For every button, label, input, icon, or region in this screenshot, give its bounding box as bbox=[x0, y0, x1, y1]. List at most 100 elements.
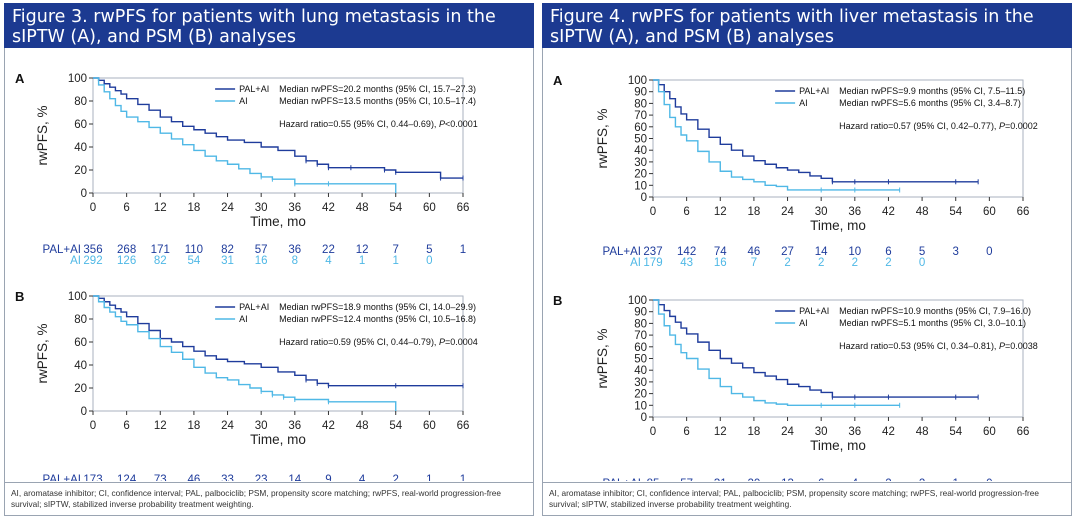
figure-3-title: Figure 3. rwPFS for patients with lung m… bbox=[4, 3, 534, 48]
at-risk-count: 31 bbox=[221, 255, 234, 267]
panel-label: A bbox=[553, 73, 563, 88]
figure-4-panel: Figure 4. rwPFS for patients with liver … bbox=[542, 3, 1072, 516]
x-axis-title: Time, mo bbox=[250, 214, 306, 229]
y-tick-label: 40 bbox=[74, 142, 87, 154]
y-tick-label: 20 bbox=[74, 165, 87, 177]
y-tick-label: 60 bbox=[634, 342, 647, 354]
x-tick-label: 42 bbox=[322, 202, 335, 214]
figure-4-title: Figure 4. rwPFS for patients with liver … bbox=[542, 3, 1072, 48]
hazard-ratio-text: Hazard ratio=0.59 (95% CI, 0.44–0.79), P… bbox=[279, 337, 478, 347]
x-tick-label: 66 bbox=[1017, 426, 1030, 438]
x-tick-label: 42 bbox=[882, 426, 895, 438]
at-risk-count: 22 bbox=[322, 244, 335, 256]
y-tick-label: 60 bbox=[634, 122, 647, 134]
x-tick-label: 12 bbox=[714, 426, 727, 438]
x-tick-label: 54 bbox=[389, 202, 402, 214]
x-tick-label: 36 bbox=[288, 420, 301, 432]
at-risk-count: 57 bbox=[680, 478, 693, 481]
at-risk-count: 179 bbox=[643, 257, 662, 269]
km-curve-ai bbox=[653, 299, 900, 406]
y-tick-label: 70 bbox=[634, 330, 647, 342]
legend-median-text: Median rwPFS=10.9 months (95% CI, 7.9–16… bbox=[839, 306, 1031, 316]
legend-median-text: Median rwPFS=18.9 months (95% CI, 14.0–2… bbox=[279, 302, 476, 312]
y-axis-title: rwPFS, % bbox=[595, 328, 610, 388]
at-risk-count: 0 bbox=[986, 478, 992, 481]
x-tick-label: 18 bbox=[748, 206, 761, 218]
at-risk-count: 2 bbox=[885, 257, 891, 269]
at-risk-count: 6 bbox=[818, 478, 824, 481]
y-tick-label: 40 bbox=[634, 365, 647, 377]
plot-frame bbox=[92, 295, 464, 412]
at-risk-count: 73 bbox=[154, 474, 167, 481]
at-risk-count: 36 bbox=[288, 244, 301, 256]
x-tick-label: 60 bbox=[423, 202, 436, 214]
at-risk-count: 33 bbox=[221, 474, 234, 481]
panel-label: B bbox=[553, 293, 562, 308]
at-risk-count: 5 bbox=[919, 246, 925, 258]
at-risk-count: 7 bbox=[393, 244, 399, 256]
hazard-ratio-text: Hazard ratio=0.55 (95% CI, 0.44–0.69), P… bbox=[279, 119, 478, 129]
at-risk-count: 31 bbox=[714, 478, 727, 481]
legend-series-name: AI bbox=[239, 96, 248, 106]
x-tick-label: 54 bbox=[389, 420, 402, 432]
at-risk-count: 2 bbox=[885, 478, 891, 481]
at-risk-label: PAL+AI bbox=[603, 478, 641, 481]
x-axis-title: Time, mo bbox=[810, 218, 866, 233]
at-risk-count: 82 bbox=[221, 244, 234, 256]
panel-label: A bbox=[15, 71, 25, 86]
at-risk-count: 12 bbox=[356, 244, 369, 256]
at-risk-count: 4 bbox=[325, 255, 332, 267]
x-tick-label: 48 bbox=[916, 206, 929, 218]
legend-series-name: PAL+AI bbox=[239, 302, 269, 312]
at-risk-count: 54 bbox=[188, 255, 201, 267]
at-risk-count: 142 bbox=[677, 246, 696, 258]
at-risk-count: 0 bbox=[919, 257, 925, 269]
x-tick-label: 24 bbox=[221, 202, 234, 214]
x-tick-label: 48 bbox=[356, 202, 369, 214]
km-curve-palai bbox=[93, 295, 463, 387]
y-tick-label: 10 bbox=[634, 400, 647, 412]
at-risk-count: 5 bbox=[426, 244, 432, 256]
at-risk-count: 4 bbox=[359, 474, 366, 481]
at-risk-count: 110 bbox=[185, 244, 203, 256]
x-tick-label: 12 bbox=[154, 420, 167, 432]
at-risk-label: PAL+AI bbox=[603, 246, 641, 258]
y-tick-label: 100 bbox=[628, 75, 647, 87]
x-tick-label: 48 bbox=[356, 420, 369, 432]
legend-series-name: AI bbox=[799, 318, 808, 328]
at-risk-count: 27 bbox=[781, 246, 794, 258]
x-tick-label: 36 bbox=[288, 202, 301, 214]
at-risk-count: 3 bbox=[953, 246, 959, 258]
legend-median-text: Median rwPFS=13.5 months (95% CI, 10.5–1… bbox=[279, 96, 476, 106]
y-tick-label: 30 bbox=[634, 377, 647, 389]
x-tick-label: 6 bbox=[683, 426, 689, 438]
y-tick-label: 80 bbox=[74, 96, 87, 108]
legend-median-text: Median rwPFS=5.1 months (95% CI, 3.0–10.… bbox=[839, 318, 1026, 328]
x-tick-label: 30 bbox=[255, 202, 268, 214]
at-risk-count: 6 bbox=[885, 246, 891, 258]
x-tick-label: 0 bbox=[90, 420, 96, 432]
x-tick-label: 0 bbox=[650, 206, 656, 218]
y-tick-label: 80 bbox=[634, 318, 647, 330]
at-risk-count: 57 bbox=[255, 244, 268, 256]
x-tick-label: 66 bbox=[1017, 206, 1030, 218]
legend-median-text: Median rwPFS=9.9 months (95% CI, 7.5–11.… bbox=[839, 86, 1025, 96]
x-tick-label: 18 bbox=[188, 420, 201, 432]
hazard-ratio-text: Hazard ratio=0.53 (95% CI, 0.34–0.81), P… bbox=[839, 341, 1038, 351]
y-tick-label: 100 bbox=[68, 73, 87, 85]
at-risk-count: 20 bbox=[748, 478, 761, 481]
y-tick-label: 50 bbox=[634, 134, 647, 146]
at-risk-count: 2 bbox=[393, 474, 399, 481]
at-risk-count: 43 bbox=[680, 257, 693, 269]
km-curve-palai bbox=[653, 79, 979, 183]
at-risk-count: 292 bbox=[83, 255, 102, 267]
y-tick-label: 100 bbox=[68, 291, 87, 303]
legend-median-text: Median rwPFS=20.2 months (95% CI, 15.7–2… bbox=[279, 84, 476, 94]
x-tick-label: 0 bbox=[90, 202, 96, 214]
x-tick-label: 48 bbox=[916, 426, 929, 438]
y-tick-label: 0 bbox=[81, 188, 87, 200]
legend-series-name: PAL+AI bbox=[799, 306, 829, 316]
x-tick-label: 30 bbox=[815, 206, 828, 218]
at-risk-count: 1 bbox=[393, 255, 399, 267]
at-risk-count: 237 bbox=[643, 246, 662, 258]
